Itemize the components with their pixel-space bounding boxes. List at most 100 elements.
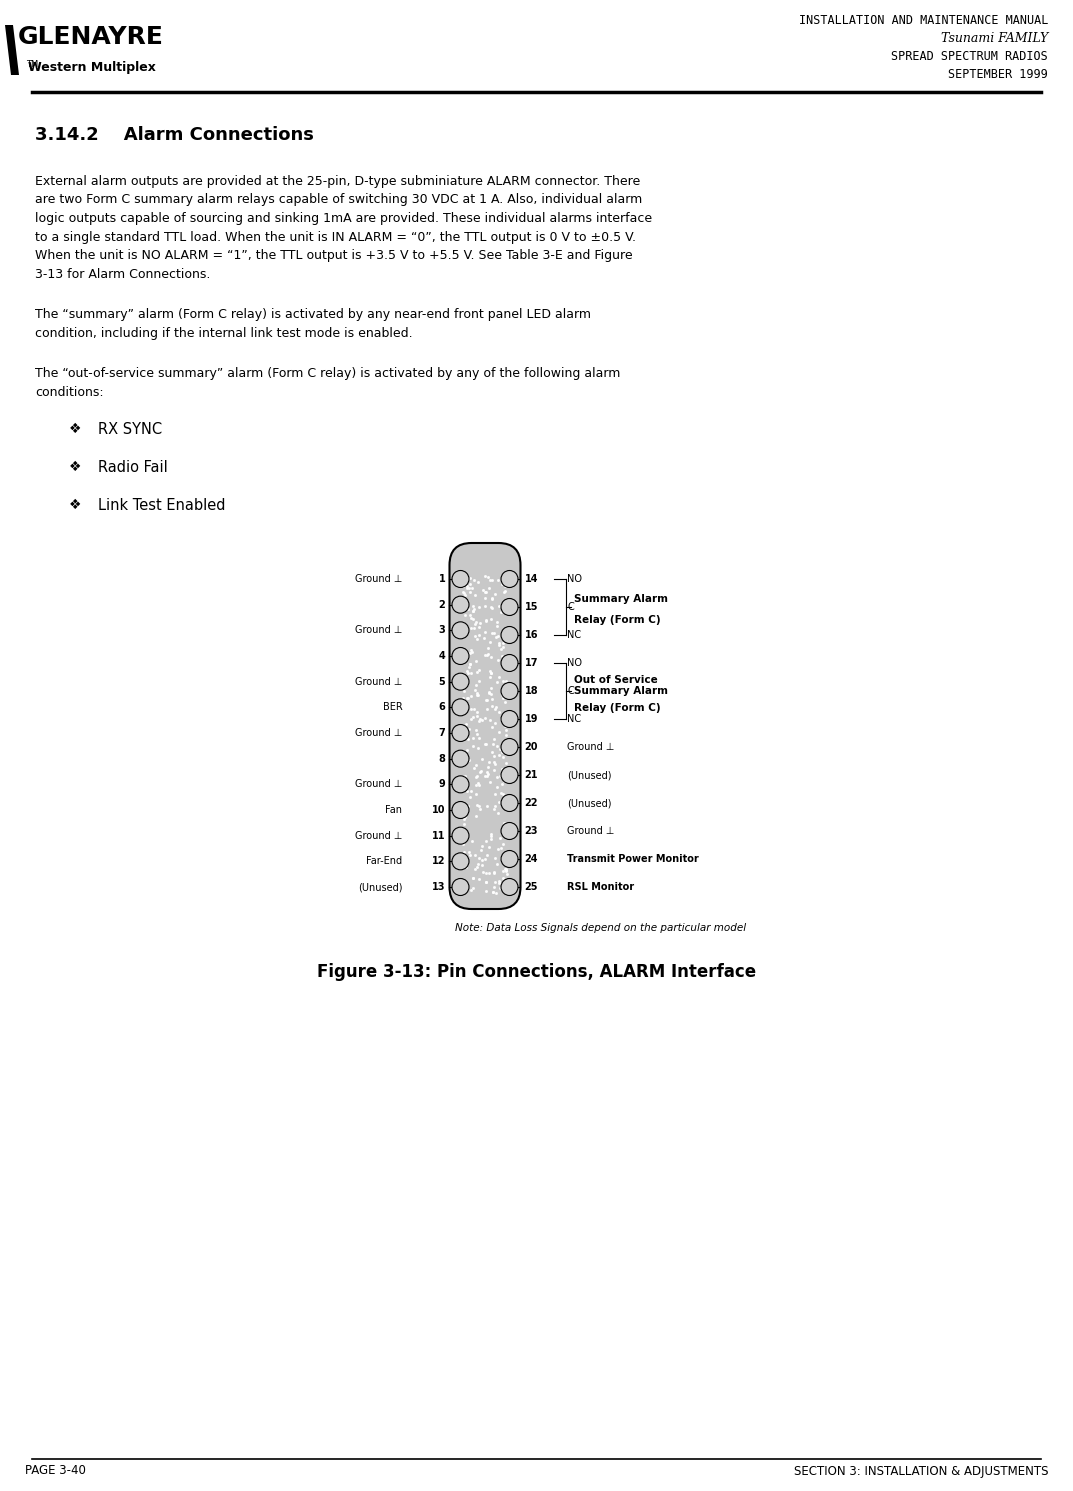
- Text: Ground ⊥: Ground ⊥: [355, 830, 402, 841]
- Point: [465, 599, 482, 623]
- Point: [476, 620, 494, 644]
- Point: [467, 583, 484, 607]
- Point: [467, 672, 484, 696]
- Point: [459, 643, 476, 666]
- Point: [495, 635, 512, 659]
- Point: [493, 757, 510, 781]
- Point: [461, 842, 479, 866]
- Text: Ground ⊥: Ground ⊥: [355, 677, 402, 687]
- Point: [477, 580, 495, 604]
- Point: [486, 798, 503, 822]
- Point: [483, 586, 500, 610]
- Point: [465, 595, 482, 619]
- Point: [498, 848, 515, 872]
- Point: [461, 573, 479, 596]
- Point: [457, 854, 474, 878]
- Point: [481, 862, 498, 886]
- Point: [460, 748, 477, 772]
- Point: [494, 772, 511, 796]
- Point: [483, 828, 500, 851]
- Text: logic outputs capable of sourcing and sinking 1mA are provided. These individual: logic outputs capable of sourcing and si…: [35, 212, 652, 225]
- Point: [459, 596, 476, 620]
- Point: [456, 581, 473, 605]
- Point: [488, 851, 505, 875]
- Point: [470, 623, 487, 647]
- Point: [498, 723, 515, 747]
- Point: [482, 708, 499, 732]
- Point: [494, 573, 511, 596]
- Point: [495, 631, 512, 655]
- Point: [468, 681, 485, 705]
- Point: [476, 732, 494, 756]
- Circle shape: [452, 853, 469, 869]
- Text: The “summary” alarm (Form C relay) is activated by any near-end front panel LED : The “summary” alarm (Form C relay) is ac…: [35, 309, 591, 321]
- Text: 23: 23: [525, 826, 538, 836]
- Point: [455, 686, 472, 710]
- Text: 8: 8: [439, 753, 445, 763]
- Point: [495, 859, 512, 883]
- Text: conditions:: conditions:: [35, 386, 104, 398]
- Point: [471, 611, 488, 635]
- Point: [469, 659, 486, 683]
- Point: [472, 759, 489, 783]
- Point: [498, 869, 515, 893]
- Circle shape: [452, 750, 469, 768]
- Point: [482, 659, 499, 683]
- Point: [468, 610, 485, 634]
- Point: [483, 607, 500, 631]
- Point: [469, 851, 486, 875]
- Text: (Unused): (Unused): [568, 798, 612, 808]
- Point: [467, 772, 484, 796]
- Text: Note: Data Loss Signals depend on the particular model: Note: Data Loss Signals depend on the pa…: [455, 923, 746, 933]
- Point: [459, 686, 476, 710]
- Point: [491, 738, 509, 762]
- Point: [455, 744, 472, 768]
- Point: [470, 847, 487, 871]
- Point: [486, 581, 503, 605]
- Text: 9: 9: [439, 780, 445, 789]
- Text: 3.14.2    Alarm Connections: 3.14.2 Alarm Connections: [35, 127, 314, 145]
- Point: [490, 836, 508, 860]
- Point: [477, 871, 495, 895]
- Point: [471, 868, 488, 892]
- Point: [467, 857, 484, 881]
- Text: 12: 12: [432, 856, 445, 866]
- Circle shape: [501, 850, 518, 868]
- Point: [454, 580, 471, 604]
- Point: [462, 684, 480, 708]
- Text: TM: TM: [26, 60, 39, 69]
- Point: [468, 649, 485, 672]
- Point: [498, 859, 515, 883]
- Point: [479, 698, 496, 722]
- Point: [490, 790, 508, 814]
- Point: [477, 689, 495, 713]
- Point: [470, 595, 487, 619]
- Point: [483, 825, 500, 848]
- Text: 4: 4: [439, 652, 445, 661]
- Point: [495, 781, 512, 805]
- Text: 17: 17: [525, 658, 538, 668]
- Text: Ground ⊥: Ground ⊥: [355, 728, 402, 738]
- Circle shape: [452, 571, 469, 587]
- Point: [458, 592, 475, 616]
- Point: [491, 875, 509, 899]
- Point: [470, 658, 487, 681]
- Point: [458, 576, 475, 599]
- Circle shape: [501, 795, 518, 811]
- Text: 18: 18: [525, 686, 539, 696]
- Text: Transmit Power Monitor: Transmit Power Monitor: [568, 854, 700, 863]
- Point: [470, 795, 487, 819]
- Point: [496, 574, 513, 598]
- Point: [496, 841, 513, 865]
- Point: [462, 707, 480, 731]
- Point: [468, 854, 485, 878]
- Point: [473, 833, 490, 857]
- Point: [469, 571, 486, 595]
- Point: [455, 574, 472, 598]
- Point: [456, 763, 473, 787]
- Point: [496, 678, 513, 702]
- Point: [455, 829, 472, 853]
- Point: [473, 848, 490, 872]
- Point: [498, 857, 515, 881]
- Circle shape: [501, 655, 518, 671]
